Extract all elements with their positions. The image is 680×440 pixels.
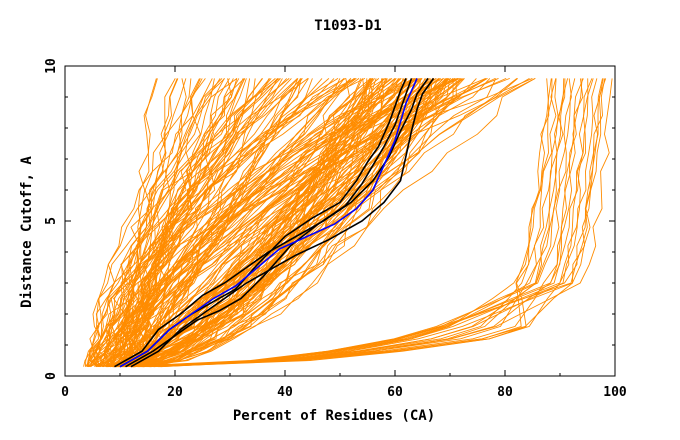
x-tick-label: 100 [603, 385, 627, 400]
model-curve [136, 78, 263, 368]
model-curve [143, 78, 309, 367]
model-curve [133, 78, 428, 368]
model-curve [124, 78, 457, 368]
model-curve [87, 78, 402, 368]
model-curve [159, 78, 566, 368]
model-curve [94, 78, 488, 367]
y-tick-label: 10 [44, 58, 59, 74]
y-axis-label: Distance Cutoff, A [19, 156, 35, 308]
model-curve [133, 78, 584, 368]
model-curve [116, 78, 435, 368]
model-curve [133, 78, 604, 368]
model-curve [139, 78, 397, 367]
highlight-series-3 [130, 77, 435, 368]
highlight-series-2 [114, 77, 429, 368]
model-curve [89, 78, 234, 368]
model-curve [132, 78, 576, 368]
model-curve [149, 78, 589, 368]
x-axis-label: Percent of Residues (CA) [233, 408, 435, 424]
model-curve [127, 78, 187, 367]
model-curve [134, 78, 463, 368]
model-curve [122, 78, 372, 368]
model-curve [121, 78, 200, 367]
x-tick-label: 0 [61, 385, 69, 400]
chart-title: T1093-D1 [314, 18, 381, 34]
model-curve [130, 78, 593, 368]
model-curve [86, 78, 238, 367]
model-curve [135, 78, 376, 367]
model-curve [142, 78, 613, 368]
x-tick-label: 80 [497, 385, 513, 400]
model-curve [88, 78, 530, 367]
model-curve [106, 78, 444, 368]
model-curve [106, 78, 404, 368]
model-curve [114, 78, 391, 368]
model-curve [116, 78, 559, 368]
x-tick-label: 60 [387, 385, 403, 400]
model-curve [112, 78, 302, 368]
model-curve [112, 78, 550, 368]
model-curve [118, 78, 414, 367]
model-curve [110, 78, 368, 368]
y-tick-label: 0 [44, 372, 59, 380]
model-curve [132, 78, 565, 368]
y-tick-label: 5 [44, 217, 59, 225]
model-curve [109, 78, 192, 367]
x-tick-label: 40 [277, 385, 293, 400]
model-curve [144, 78, 454, 368]
model-curve [128, 78, 386, 367]
model-curve [138, 78, 572, 368]
model-curve [119, 78, 415, 368]
model-curve [113, 78, 176, 367]
model-curve [136, 78, 352, 368]
model-curve [138, 78, 377, 368]
model-curve [112, 78, 157, 368]
model-curve [138, 78, 447, 368]
model-curve [121, 78, 454, 368]
axis-ticks: 0 20 40 60 80 100 0 5 10 [44, 58, 627, 400]
model-curve [128, 78, 283, 367]
model-curve [139, 78, 418, 368]
model-curve [142, 78, 386, 368]
model-curves [83, 77, 613, 368]
highlight-series-4 [119, 78, 418, 368]
model-curve [93, 78, 245, 368]
x-tick-label: 20 [167, 385, 183, 400]
model-curve [121, 78, 201, 367]
model-curve [150, 78, 423, 367]
model-curve [98, 78, 215, 367]
model-curve [115, 78, 583, 368]
model-curve [83, 78, 281, 367]
model-curve [161, 78, 594, 368]
model-curve [108, 78, 179, 367]
model-curve [154, 78, 373, 368]
model-curve [89, 77, 499, 368]
model-curve [147, 78, 449, 368]
model-curve [125, 78, 245, 368]
model-curve [87, 78, 251, 368]
highlighted-curves [114, 77, 435, 368]
